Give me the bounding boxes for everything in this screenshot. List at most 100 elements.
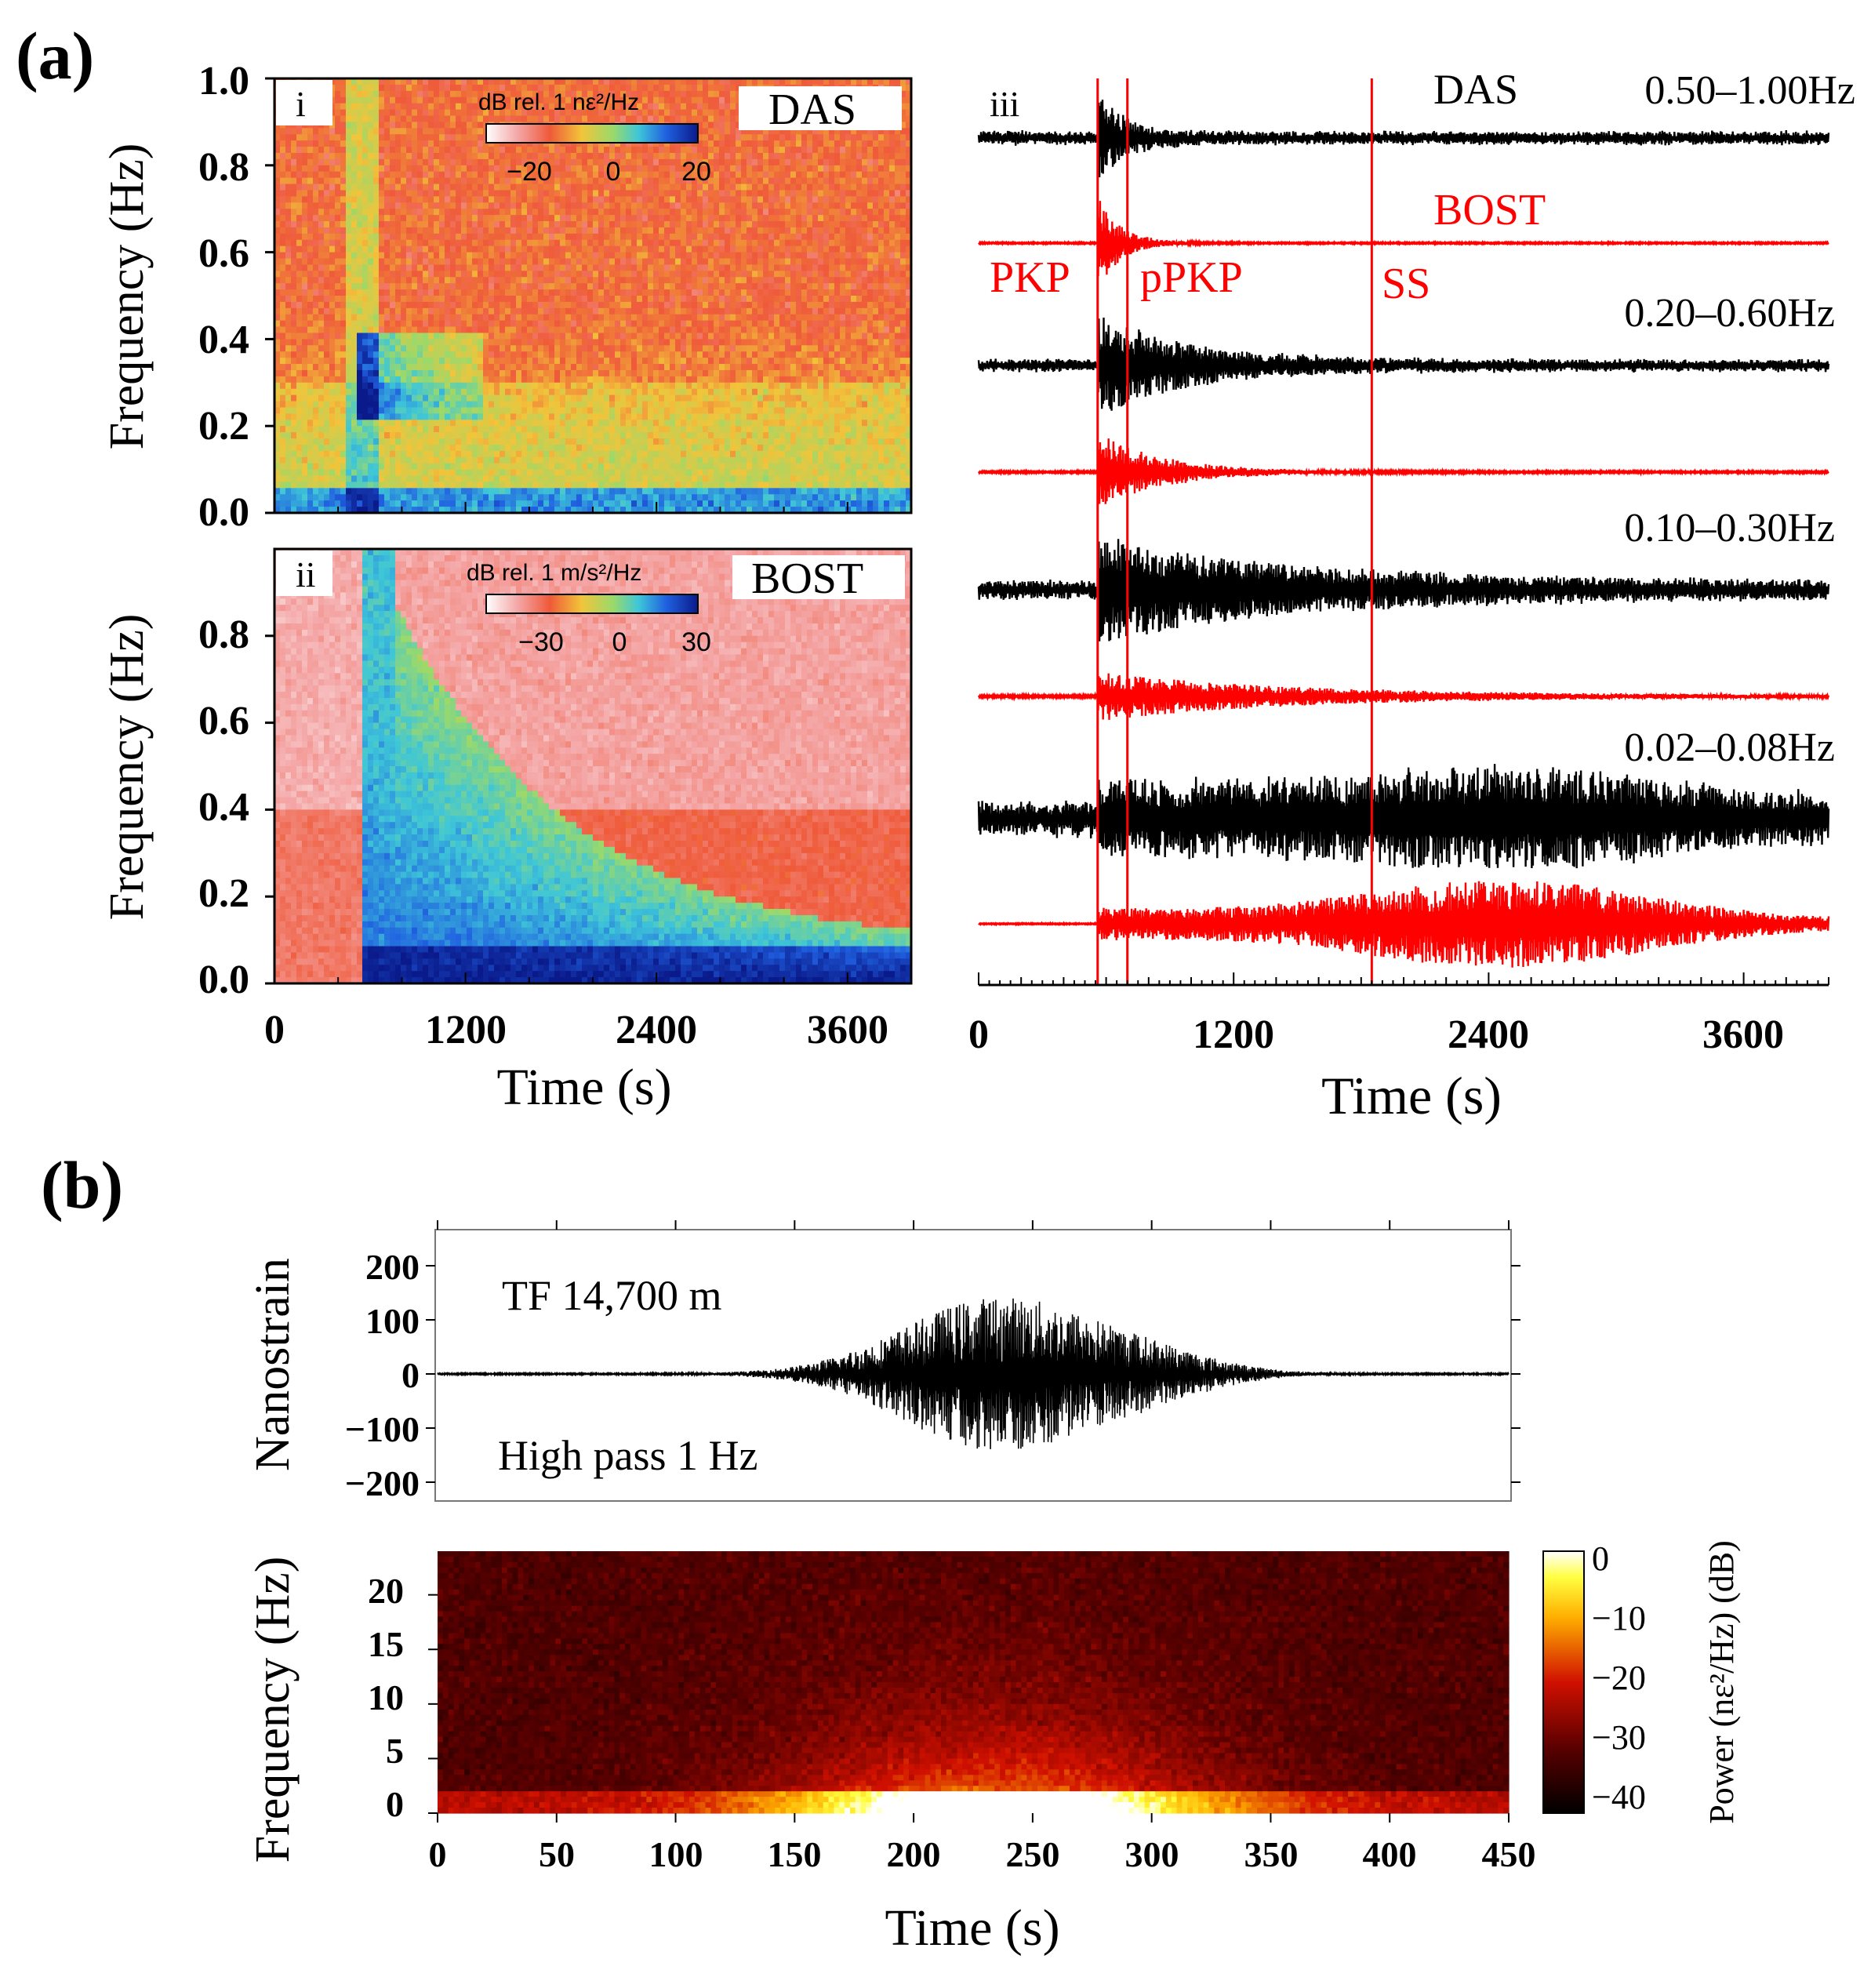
spec-i-cell (307, 184, 314, 191)
spec-i-cell (318, 482, 325, 489)
spec-i-cell (296, 426, 303, 433)
spec-i-cell (291, 358, 297, 365)
spec-i-cell (302, 494, 308, 501)
spec-i-cell (280, 240, 286, 247)
spec-i-cell (351, 457, 358, 464)
spec-i-cell (318, 351, 325, 358)
spec-i-cell (346, 463, 352, 471)
spec-i-cell (291, 494, 297, 501)
spec-i-cell (357, 426, 363, 433)
spec-i-cell (291, 147, 297, 154)
spec-i-cell (368, 426, 374, 433)
spec-i-cell (351, 140, 358, 147)
spec-i-cell (324, 470, 330, 477)
spec-i-cell (362, 476, 369, 483)
spec-i-cell (335, 202, 341, 209)
spec-i-cell (302, 271, 308, 278)
spec-i-cell (340, 476, 347, 483)
spec-i-cell (351, 345, 358, 352)
spec-i-cell (346, 383, 352, 390)
spec-i-cell (296, 159, 303, 166)
spec-i-cell (285, 246, 292, 253)
spec-i-cell (362, 165, 369, 173)
spec-i-cell (346, 376, 352, 383)
spec-i-cell (368, 395, 374, 402)
spec-i-cell (340, 407, 347, 414)
spec-i-cell (379, 104, 385, 111)
spec-i-cell (340, 413, 347, 420)
spec-i-cell (346, 253, 352, 260)
spec-i-cell (340, 420, 347, 427)
spec-i-cell (357, 283, 363, 290)
spec-i-cell (285, 283, 292, 290)
spec-i-cell (362, 184, 369, 191)
spec-i-cell (379, 215, 385, 222)
spec-i-cell (390, 115, 396, 122)
spec-i-cell (357, 432, 363, 439)
spec-i-cell (357, 358, 363, 365)
spec-i-cell (335, 227, 341, 234)
spec-i-cell (379, 395, 385, 402)
spec-i-cell (346, 470, 352, 477)
spec-i-cell (285, 314, 292, 322)
spec-i-cell (296, 364, 303, 371)
spec-i-cell (313, 457, 319, 464)
spec-i-cell (302, 178, 308, 185)
spec-i-cell (296, 457, 303, 464)
spec-i-cell (302, 140, 308, 147)
spec-i-cell (373, 289, 380, 296)
spec-i-cell (329, 159, 336, 166)
spec-i-cell (324, 128, 330, 135)
spec-i-cell (335, 264, 341, 271)
spec-i-cell (351, 476, 358, 483)
spec-i-cell (368, 85, 374, 92)
spec-i-cell (357, 296, 363, 303)
spec-i-cell (373, 308, 380, 315)
spec-i-cell (324, 314, 330, 322)
spec-i-cell (313, 413, 319, 420)
spec-i-cell (373, 91, 380, 98)
spec-i-cell (302, 253, 308, 260)
spec-i-cell (357, 364, 363, 371)
spec-i-cell (368, 358, 374, 365)
spec-i-cell (285, 500, 292, 507)
spec-i-cell (368, 140, 374, 147)
spec-i-cell (313, 438, 319, 445)
spec-i-cell (307, 296, 314, 303)
spec-i-cell (340, 358, 347, 365)
spec-i-cell (291, 457, 297, 464)
spec-i-cell (313, 432, 319, 439)
spec-i-cell (307, 202, 314, 209)
spec-i-cell (335, 97, 341, 104)
spec-i-cell (373, 445, 380, 452)
spec-i-cell (390, 153, 396, 160)
spec-i-cell (346, 104, 352, 111)
spec-i-cell (379, 420, 385, 427)
spec-i-cell (390, 122, 396, 129)
spec-i-cell (368, 413, 374, 420)
spec-i-cell (307, 376, 314, 383)
spec-i-cell (351, 190, 358, 197)
spec-i-cell (340, 488, 347, 495)
spectrogram-i-image (274, 78, 912, 514)
spec-i-cell (390, 196, 396, 203)
spec-i-cell (329, 457, 336, 464)
spec-i-cell (346, 264, 352, 271)
spec-i-cell (373, 283, 380, 290)
spec-i-cell (280, 413, 286, 420)
spec-i-cell (302, 420, 308, 427)
spec-i-cell (379, 333, 385, 340)
spec-i-cell (313, 283, 319, 290)
spec-i-cell (357, 389, 363, 396)
spec-i-cell (384, 370, 391, 377)
spec-i-cell (335, 271, 341, 278)
spec-i-cell (357, 302, 363, 309)
spec-i-cell (329, 227, 336, 234)
spec-i-cell (368, 345, 374, 352)
spec-i-cell (368, 351, 374, 358)
spec-i-cell (296, 339, 303, 346)
spec-i-cell (285, 402, 292, 409)
spec-i-cell (384, 110, 391, 117)
spec-i-cell (384, 221, 391, 228)
spec-i-cell (280, 190, 286, 197)
